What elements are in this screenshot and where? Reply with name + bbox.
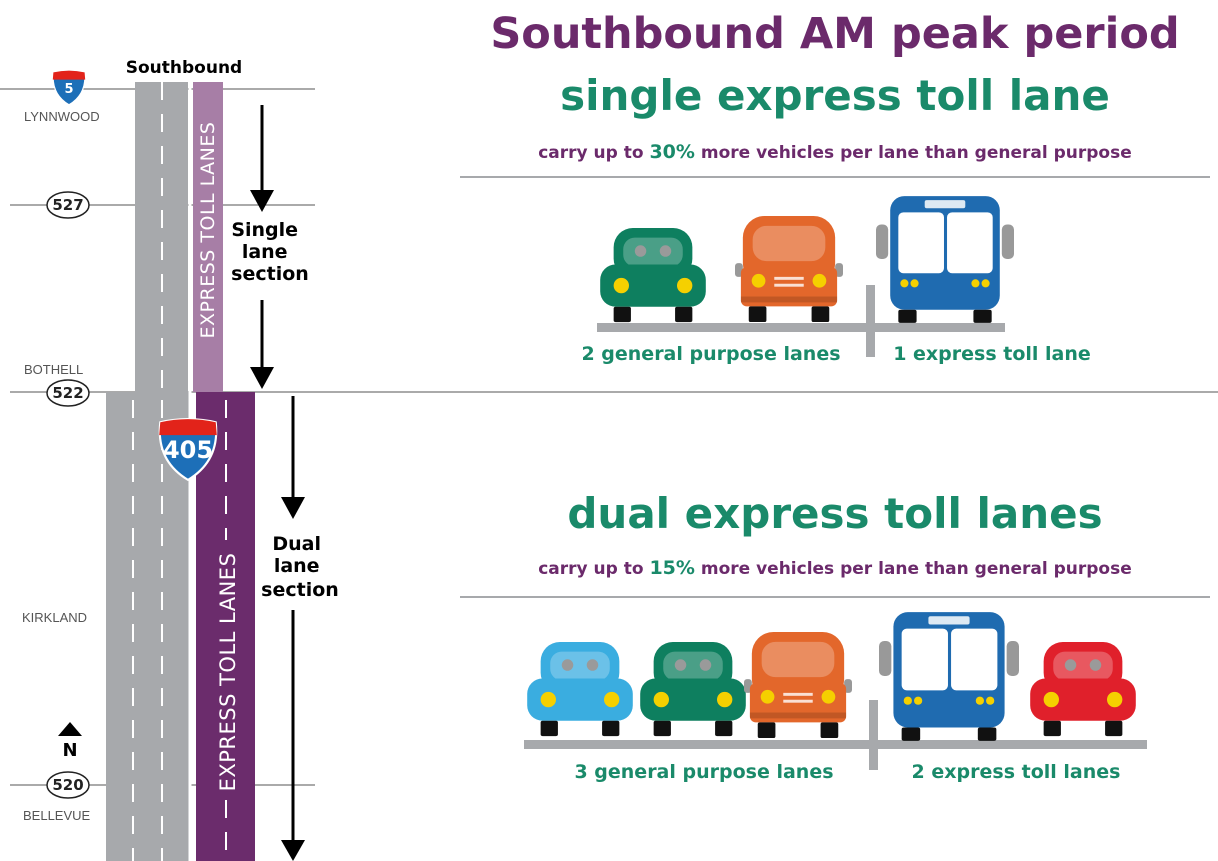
- subtitle: dual express toll lanes: [567, 489, 1102, 538]
- route-number: 527: [52, 196, 83, 214]
- direction: Southbound: [126, 58, 242, 78]
- route-number: 522: [52, 384, 83, 402]
- shape: carry up to: [538, 559, 643, 579]
- dual-scene: [524, 612, 1147, 770]
- shape: Dual: [272, 533, 321, 555]
- route-marker: [46, 191, 90, 219]
- shape: [866, 285, 875, 357]
- vehicle: [640, 642, 746, 737]
- shape: [281, 840, 305, 861]
- lane-count: 3 general purpose lanes: [574, 761, 833, 783]
- route-marker: [46, 379, 90, 407]
- section-arrows: [260, 105, 295, 845]
- shape: section: [261, 579, 339, 601]
- vehicle: [876, 196, 1014, 323]
- vehicle: [1030, 642, 1136, 737]
- single-scene: [597, 196, 1014, 357]
- interstate-shield: 405: [158, 418, 218, 481]
- subtitle: single express toll lane: [560, 71, 1110, 120]
- shield-number: 5: [64, 82, 73, 97]
- shape: lane: [242, 241, 288, 263]
- shield-number: 405: [163, 436, 213, 464]
- lane-count: 2 express toll lanes: [912, 761, 1121, 783]
- shape: [193, 82, 223, 392]
- shape: section: [231, 263, 309, 285]
- shape: Single: [231, 219, 298, 241]
- vehicle: [879, 612, 1019, 741]
- route-number: 520: [52, 776, 83, 794]
- city: KIRKLAND: [22, 610, 87, 625]
- vehicle: [735, 216, 843, 323]
- shape: [281, 497, 305, 519]
- note: carry up to 30% more vehicles per lane t…: [538, 141, 1132, 163]
- shape: 30%: [649, 141, 694, 163]
- shape: carry up to: [538, 143, 643, 163]
- shape: [597, 323, 1005, 332]
- city: BOTHELL: [24, 362, 83, 377]
- shape: [250, 367, 274, 389]
- shape: more vehicles per lane than general purp…: [701, 559, 1132, 579]
- north-arrow: [58, 722, 82, 736]
- shape: [250, 190, 274, 212]
- section-label: Dual lane section: [261, 533, 339, 601]
- vehicle: [527, 642, 633, 737]
- north-label: N: [62, 740, 77, 761]
- shape: 15%: [649, 557, 694, 579]
- lane-label: EXPRESS TOLL LANES: [197, 122, 219, 339]
- section-label: Single lane section: [231, 219, 309, 285]
- vehicle: [744, 632, 852, 739]
- lane-count: 1 express toll lane: [893, 343, 1091, 365]
- lane-label: EXPRESS TOLL LANES: [216, 553, 240, 792]
- lane-count: 2 general purpose lanes: [581, 343, 840, 365]
- shape: more vehicles per lane than general purp…: [701, 143, 1132, 163]
- note: carry up to 15% more vehicles per lane t…: [538, 557, 1132, 579]
- city: BELLEVUE: [23, 808, 91, 823]
- city: LYNNWOOD: [24, 109, 100, 124]
- shape: [869, 700, 878, 770]
- shape: lane: [274, 555, 320, 577]
- vehicle: [600, 228, 706, 323]
- freeway: [106, 82, 255, 861]
- route-marker: [46, 771, 90, 799]
- title: Southbound AM peak period: [490, 9, 1179, 59]
- shape: [524, 740, 1147, 749]
- interstate-shield: 5: [52, 70, 86, 106]
- arrowheads: [250, 190, 305, 861]
